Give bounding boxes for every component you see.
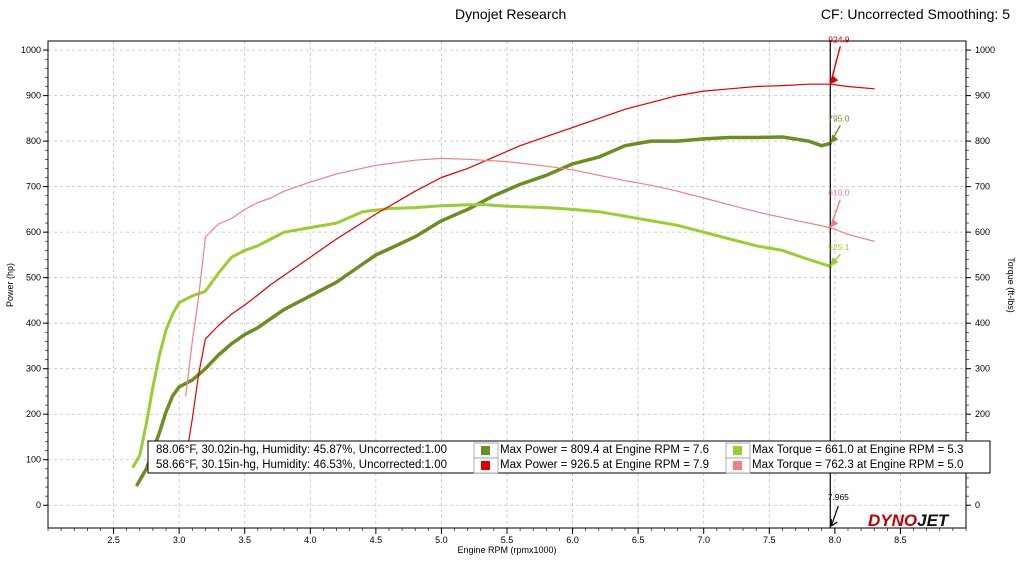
annotation-label: 795.0 [828, 113, 850, 123]
series-group [131, 83, 875, 487]
x-tick-label: 7.0 [697, 535, 710, 545]
annotation-arrow-head [830, 75, 839, 85]
run-1-max-torque: Max Torque = 661.0 at Engine RPM = 5.3 [752, 444, 963, 456]
x-tick-label: 7.5 [763, 535, 776, 545]
run-2-power-swatch-fill [481, 461, 490, 470]
x-tick-label: 5.5 [501, 535, 514, 545]
series-line-2 [131, 202, 832, 469]
x-tick-label: 2.5 [107, 535, 120, 545]
y2-tick-label: 200 [975, 409, 990, 419]
y2-tick-label: 900 [975, 91, 990, 101]
y2-axis-label: Torque (ft-lbs) [1006, 257, 1016, 313]
x-tick-label: 3.5 [238, 535, 251, 545]
annotation-label: 924.9 [828, 34, 850, 44]
legend-box: 88.06°F, 30.02in-hg, Humidity: 45.87%, U… [147, 440, 991, 474]
annotation-arrow-head [830, 134, 839, 144]
legend-row-1: 88.06°F, 30.02in-hg, Humidity: 45.87%, U… [156, 442, 963, 459]
cursor-readouts: 924.9 795.0 610.0 525.1 [828, 34, 850, 267]
series-line-1 [135, 135, 833, 487]
x-tick-label: 6.0 [566, 535, 579, 545]
y-tick-label: 100 [26, 455, 41, 465]
chart-title: Dynojet Research [455, 6, 567, 22]
y-tick-label: 400 [26, 318, 41, 328]
run-2-max-torque: Max Torque = 762.3 at Engine RPM = 5.0 [752, 459, 963, 471]
x-tick-label: 8.0 [829, 535, 842, 545]
annotation-arrow-head [830, 257, 839, 267]
y-tick-label: 800 [26, 136, 41, 146]
y-tick-label: 600 [26, 227, 41, 237]
y-tick-label: 900 [26, 91, 41, 101]
y-axis-label: Power (hp) [5, 263, 15, 307]
x-tick-label: 5.0 [435, 535, 448, 545]
y2-tick-label: 700 [975, 182, 990, 192]
legend-row-2: 58.66°F, 30.15in-hg, Humidity: 46.53%, U… [156, 457, 963, 474]
y2-tick-label: 500 [975, 273, 990, 283]
y-tick-label: 0 [36, 500, 41, 510]
run-2-torque-swatch-fill [733, 461, 742, 470]
y-tick-label: 500 [26, 273, 41, 283]
y-tick-label: 200 [26, 409, 41, 419]
y2-tick-label: 1000 [975, 45, 995, 55]
run-1-torque-swatch-fill [733, 446, 742, 455]
correction-info: CF: Uncorrected Smoothing: 5 [820, 6, 1010, 22]
y-tick-label: 700 [26, 182, 41, 192]
y2-tick-label: 400 [975, 318, 990, 328]
y2-tick-label: 800 [975, 136, 990, 146]
annotation-label: 610.0 [828, 188, 850, 198]
y-axis-left: 0 100 200 300 400 500 600 700 800 900 1000 [21, 45, 48, 510]
y2-tick-label: 600 [975, 227, 990, 237]
series-line-3 [185, 83, 875, 461]
x-tick-label: 4.5 [370, 535, 383, 545]
series-line-4 [185, 157, 875, 397]
x-axis: 2.5 3.0 3.5 4.0 4.5 5.0 5.5 6.0 6.5 7.0 7.5 8.0 8.5 [47, 528, 967, 545]
cursor-arrow-icon [830, 505, 839, 527]
x-tick-label: 4.0 [304, 535, 317, 545]
x-tick-label: 3.0 [173, 535, 186, 545]
annotation-label: 525.1 [828, 242, 850, 252]
dynojet-logo: DYNOJET [868, 511, 950, 530]
y2-tick-label: 0 [975, 500, 980, 510]
run-1-conditions: 88.06°F, 30.02in-hg, Humidity: 45.87%, U… [156, 444, 447, 456]
y2-tick-label: 300 [975, 364, 990, 374]
run-2-max-power: Max Power = 926.5 at Engine RPM = 7.9 [500, 459, 709, 471]
y-tick-label: 300 [26, 364, 41, 374]
x-axis-label: Engine RPM (rpmx1000) [457, 545, 556, 555]
run-1-max-power: Max Power = 809.4 at Engine RPM = 7.6 [500, 444, 709, 456]
run-1-power-swatch-fill [481, 446, 490, 455]
y-tick-label: 1000 [21, 45, 41, 55]
annotation-arrow-head [830, 218, 839, 228]
x-tick-label: 6.5 [632, 535, 645, 545]
run-2-conditions: 58.66°F, 30.15in-hg, Humidity: 46.53%, U… [156, 459, 447, 471]
x-tick-label: 8.5 [894, 535, 907, 545]
cursor-rpm-label: 7.965 [828, 492, 850, 502]
svg-text:DYNOJET: DYNOJET [868, 511, 950, 530]
